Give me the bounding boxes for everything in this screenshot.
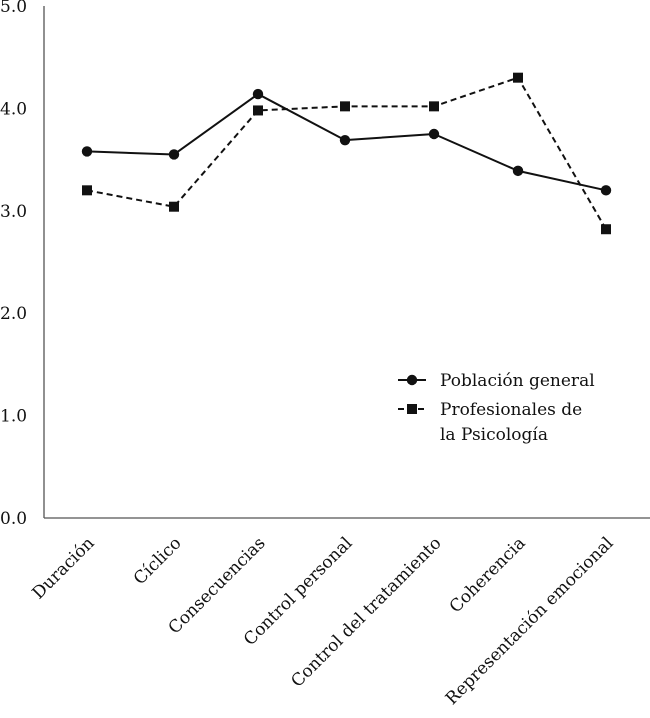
- legend-marker: [406, 374, 418, 386]
- y-tick-label: 4.0: [0, 99, 27, 119]
- data-point: [600, 185, 612, 196]
- data-point: [168, 149, 180, 160]
- data-point: [601, 224, 611, 235]
- data-point: [340, 101, 350, 112]
- legend-label: Población general: [440, 371, 595, 391]
- data-point: [339, 134, 351, 146]
- x-tick-label: Cíclico: [130, 533, 186, 589]
- series-2: [82, 72, 611, 235]
- data-point: [81, 146, 93, 157]
- x-tick-label: Coherencia: [446, 533, 530, 617]
- x-tick-label: Duración: [29, 533, 99, 603]
- y-tick-label: 0.0: [0, 509, 27, 529]
- chart-axes: [43, 6, 650, 519]
- y-tick-label: 2.0: [0, 304, 27, 324]
- data-point: [252, 88, 264, 100]
- legend-label: la Psicología: [440, 425, 548, 445]
- data-point: [169, 201, 179, 212]
- data-point: [513, 72, 523, 83]
- x-tick-label: Representación emocional: [442, 533, 618, 709]
- data-point: [82, 185, 92, 196]
- chart-series: [81, 72, 612, 235]
- y-tick-label: 3.0: [0, 202, 27, 222]
- y-tick-label: 5.0: [0, 0, 27, 17]
- legend-marker: [407, 404, 417, 414]
- chart-legend: Población general Profesionales de la Psic…: [398, 371, 595, 445]
- legend-label: Profesionales de: [440, 400, 582, 420]
- data-point: [428, 128, 440, 140]
- y-tick-label: 1.0: [0, 407, 27, 427]
- y-axis-ticks: 0.0 1.0 2.0 3.0 4.0 5.0: [0, 0, 27, 529]
- x-tick-label: Control del tratamiento: [287, 533, 445, 691]
- series-1: [81, 88, 612, 196]
- data-point: [512, 165, 524, 177]
- data-point: [253, 105, 263, 116]
- data-point: [429, 101, 439, 112]
